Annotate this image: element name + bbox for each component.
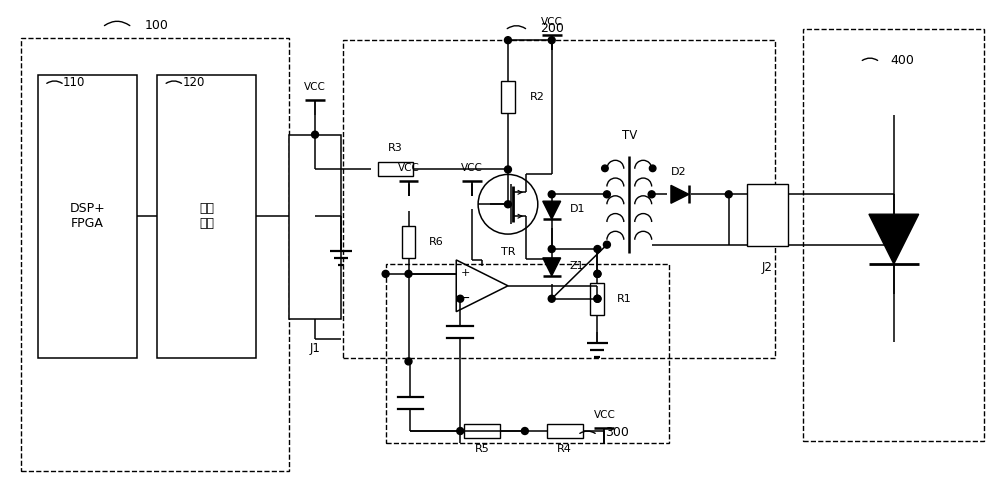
Text: +: + [461,268,470,278]
Text: J1: J1 [310,342,320,355]
Circle shape [405,358,412,365]
Polygon shape [869,214,919,264]
Text: 驱动
电路: 驱动 电路 [199,202,214,230]
Text: VCC: VCC [541,17,563,27]
Text: 100: 100 [145,19,169,32]
Text: R6: R6 [428,237,443,247]
Bar [464,424,500,438]
Text: VCC: VCC [593,410,615,420]
Circle shape [594,245,601,253]
Circle shape [504,166,511,173]
Circle shape [405,271,412,277]
Circle shape [594,295,601,302]
Polygon shape [671,185,689,203]
Text: R3: R3 [388,143,403,153]
Bar [590,283,604,314]
Circle shape [649,165,656,172]
Bar [402,226,415,258]
Circle shape [521,427,528,434]
Bar [747,184,788,246]
Circle shape [602,165,608,172]
Circle shape [594,271,601,277]
Bar [803,29,984,441]
Text: R1: R1 [617,294,632,304]
Text: 120: 120 [183,77,205,89]
Text: TR: TR [501,247,515,257]
Circle shape [548,245,555,253]
Bar [547,424,583,438]
Text: R5: R5 [475,444,489,454]
Text: D1: D1 [570,204,585,214]
Circle shape [594,295,601,302]
Text: 300: 300 [605,426,629,439]
Bar [378,162,413,176]
Bar [38,75,137,358]
Text: R4: R4 [557,444,572,454]
Bar [343,40,775,358]
Circle shape [548,191,555,198]
Text: −: − [460,292,470,305]
Circle shape [594,271,601,277]
Bar [21,38,289,471]
Circle shape [548,295,555,302]
Text: TV: TV [622,129,637,142]
Circle shape [312,131,319,138]
Text: VCC: VCC [461,163,483,173]
Text: Z1: Z1 [570,261,584,271]
Text: DSP+
FPGA: DSP+ FPGA [69,202,105,230]
Circle shape [457,295,464,302]
Text: 400: 400 [891,53,915,67]
Bar [501,81,515,113]
Text: D2: D2 [671,167,687,177]
Circle shape [382,271,389,277]
Circle shape [648,191,655,198]
Text: 200: 200 [540,22,564,35]
Text: VCC: VCC [304,82,326,92]
Text: 110: 110 [63,77,86,89]
Circle shape [603,191,610,198]
Polygon shape [543,201,561,219]
Text: VCC: VCC [398,163,419,173]
Circle shape [603,241,610,248]
Text: J2: J2 [762,262,773,274]
Circle shape [504,37,511,44]
Polygon shape [543,258,561,276]
Text: R2: R2 [530,92,545,102]
Bar [386,264,669,443]
Bar [157,75,256,358]
Circle shape [725,191,732,198]
Circle shape [504,201,511,208]
Circle shape [457,427,464,434]
Bar [289,135,341,319]
Circle shape [548,37,555,44]
